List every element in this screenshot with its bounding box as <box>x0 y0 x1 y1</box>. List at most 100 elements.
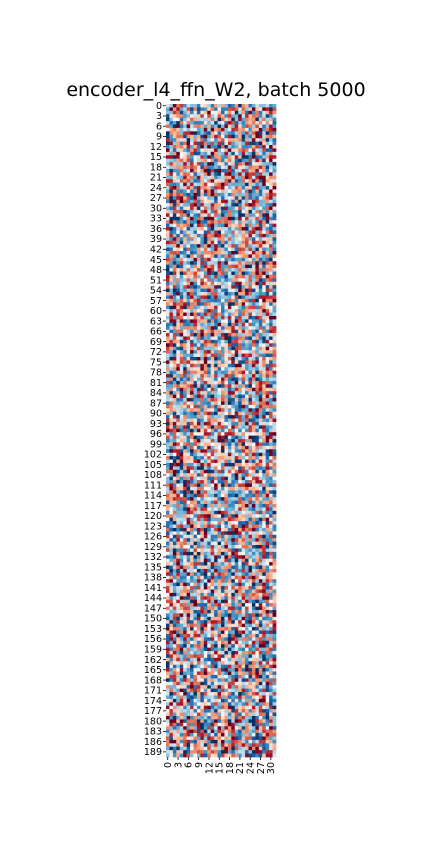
heatmap-cell <box>190 134 194 139</box>
heatmap-cell <box>224 206 229 211</box>
heatmap-cell <box>193 107 198 112</box>
heatmap-cell <box>245 305 249 310</box>
heatmap-cell <box>262 203 267 207</box>
heatmap-cell <box>183 582 187 587</box>
heatmap-cell <box>248 384 253 389</box>
heatmap-cell <box>207 476 212 481</box>
heatmap-cell <box>265 131 270 136</box>
heatmap-cell <box>193 575 198 580</box>
heatmap-cell <box>234 623 239 628</box>
heatmap-cell <box>248 480 253 484</box>
heatmap-cell <box>210 206 215 211</box>
heatmap-cell <box>224 172 229 177</box>
heatmap-cell <box>193 233 198 238</box>
heatmap-cell <box>172 227 177 231</box>
heatmap-cell <box>190 127 194 132</box>
heatmap-cell <box>172 175 177 180</box>
heatmap-cell <box>176 439 181 443</box>
heatmap-cell <box>179 240 184 245</box>
heatmap-cell <box>224 302 229 307</box>
heatmap-cell <box>207 572 212 577</box>
heatmap-cell <box>166 613 170 618</box>
heatmap-cell <box>258 558 263 563</box>
heatmap-cell <box>179 196 184 201</box>
heatmap-cell <box>234 500 239 505</box>
heatmap-cell <box>227 285 232 289</box>
heatmap-cell <box>179 374 184 378</box>
heatmap-cell <box>196 462 201 467</box>
heatmap-cell <box>210 548 215 553</box>
heatmap-cell <box>251 189 256 194</box>
heatmap-cell <box>217 172 222 177</box>
heatmap-cell <box>193 462 198 467</box>
heatmap-cell <box>179 428 184 433</box>
heatmap-cell <box>207 278 212 283</box>
heatmap-cell <box>172 551 177 556</box>
heatmap-cell <box>200 268 205 272</box>
heatmap-cell <box>265 158 270 163</box>
heatmap-cell <box>166 134 170 139</box>
heatmap-cell <box>269 305 273 310</box>
heatmap-cell <box>224 264 229 269</box>
heatmap-cell <box>200 237 205 242</box>
heatmap-cell <box>258 288 263 293</box>
heatmap-cell <box>262 582 267 587</box>
heatmap-cell <box>231 404 236 409</box>
heatmap-cell <box>169 165 174 170</box>
heatmap-cell <box>272 134 277 139</box>
heatmap-cell <box>238 374 242 378</box>
heatmap-cell <box>238 575 242 580</box>
heatmap-cell <box>183 165 187 170</box>
heatmap-cell <box>241 134 246 139</box>
heatmap-cell <box>200 493 205 498</box>
heatmap-cell <box>269 254 273 259</box>
heatmap-cell <box>166 110 170 115</box>
heatmap-cell <box>248 278 253 283</box>
heatmap-cell <box>248 572 253 577</box>
heatmap-cell <box>248 374 253 378</box>
heatmap-cell <box>241 394 246 399</box>
heatmap-cell <box>183 606 187 611</box>
heatmap-cell <box>176 486 181 491</box>
heatmap-cell <box>166 408 170 413</box>
heatmap-cell <box>251 199 256 204</box>
heatmap-cell <box>245 565 249 570</box>
heatmap-cell <box>262 586 267 590</box>
heatmap-cell <box>238 107 242 112</box>
heatmap-cell <box>258 555 263 560</box>
heatmap-cell <box>238 230 242 235</box>
heatmap-cell <box>255 452 260 457</box>
heatmap-cell <box>238 387 242 392</box>
heatmap-cell <box>186 545 191 549</box>
heatmap-cell <box>183 493 187 498</box>
heatmap-cell <box>262 497 267 501</box>
heatmap-cell <box>183 199 187 204</box>
heatmap-cell <box>245 558 249 563</box>
heatmap-cell <box>200 633 205 638</box>
heatmap-cell <box>241 411 246 416</box>
heatmap-cell <box>221 531 225 536</box>
heatmap-cell <box>193 480 198 484</box>
heatmap-cell <box>224 186 229 190</box>
heatmap-cell <box>258 158 263 163</box>
heatmap-cell <box>238 599 242 604</box>
heatmap-cell <box>262 329 267 334</box>
heatmap-cell <box>224 606 229 611</box>
heatmap-cell <box>186 541 191 546</box>
heatmap-cell <box>262 107 267 112</box>
heatmap-cell <box>217 230 222 235</box>
heatmap-cell <box>227 408 232 413</box>
heatmap-cell <box>214 298 218 303</box>
heatmap-cell <box>269 268 273 272</box>
heatmap-cell <box>217 627 222 631</box>
heatmap-cell <box>183 148 187 153</box>
heatmap-cell <box>172 336 177 341</box>
heatmap-cell <box>251 339 256 344</box>
heatmap-cell <box>214 562 218 566</box>
heatmap-cell <box>210 336 215 341</box>
heatmap-cell <box>251 398 256 402</box>
heatmap-cell <box>238 298 242 303</box>
heatmap-cell <box>231 572 236 577</box>
heatmap-cell <box>224 531 229 536</box>
heatmap-cell <box>251 124 256 129</box>
